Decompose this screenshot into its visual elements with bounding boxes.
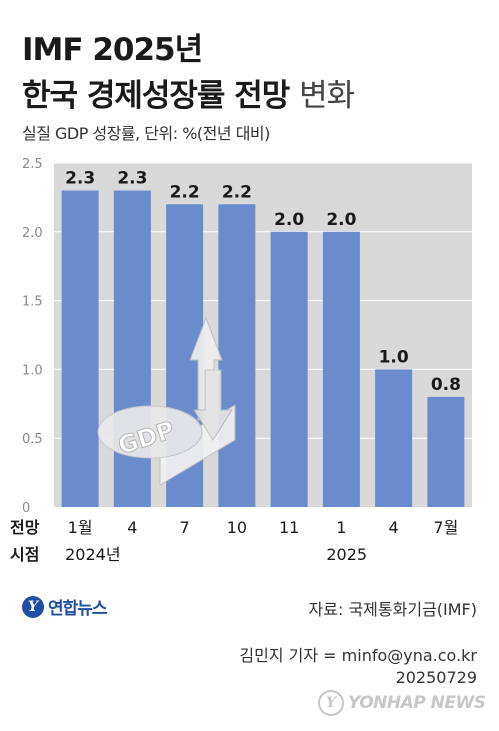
x-tick-label: 7 [180, 518, 190, 537]
bar-value-label: 2.3 [65, 169, 95, 189]
x-tick-label: 4 [127, 518, 137, 537]
year-label: 2025 [326, 545, 367, 564]
bar-value-label: 2.2 [222, 182, 252, 202]
bar [61, 190, 99, 507]
x-axis-title-line1: 전망 [10, 518, 40, 537]
date-line: 20250729 [395, 668, 477, 687]
watermark-text: YONHAP NEWS [348, 693, 486, 713]
bar-value-label: 2.3 [117, 169, 147, 189]
x-tick-label: 11 [279, 518, 299, 537]
x-tick-label: 4 [389, 518, 399, 537]
reporter-line: 김민지 기자 = minfo@yna.co.kr [239, 646, 477, 665]
bar [427, 396, 465, 507]
page-title-line2: 한국 경제성장률 전망 변화 [22, 70, 355, 115]
x-tick-label: 10 [227, 518, 247, 537]
bar [113, 190, 151, 507]
title-bold: 한국 경제성장률 전망 [22, 78, 290, 114]
watermark: Y YONHAP NEWS [318, 690, 486, 716]
bar-value-label: 2.2 [170, 182, 200, 202]
source-note: 자료: 국제통화기금(IMF) [308, 600, 477, 619]
yonhap-logo-icon: Y [22, 595, 44, 618]
x-tick-label: 1 [336, 518, 346, 537]
y-tick-label: 2.5 [22, 157, 43, 172]
reporter-credit: 김민지 기자 = minfo@yna.co.kr 20250729 [239, 645, 477, 689]
watermark-icon: Y [318, 690, 344, 716]
gdp-arrow-illustration [97, 316, 236, 486]
bar [322, 231, 360, 508]
y-tick-label: 2.0 [22, 226, 43, 241]
title-light: 변화 [299, 78, 355, 114]
yonhap-logo: Y 연합뉴스 [22, 594, 108, 619]
y-tick-label: 0.5 [22, 432, 43, 447]
chart-subtitle: 실질 GDP 성장률, 단위: %(전년 대비) [22, 124, 270, 143]
bar-value-label: 2.0 [274, 210, 304, 230]
y-tick-label: 1.0 [22, 363, 43, 378]
bar [375, 369, 413, 507]
year-label: 2024년 [65, 545, 120, 564]
y-tick-label: 0 [22, 501, 30, 516]
page-title: IMF 2025년 [22, 32, 203, 68]
logo-text: 연합뉴스 [48, 599, 108, 619]
x-axis-title-line2: 시점 [10, 545, 39, 564]
bar-value-label: 1.0 [379, 347, 409, 367]
x-tick-label: 1월 [68, 518, 93, 537]
bar-value-label: 0.8 [431, 375, 461, 395]
bar-value-label: 2.0 [326, 210, 356, 230]
y-tick-label: 1.5 [22, 295, 43, 310]
bar [218, 204, 256, 507]
x-tick-label: 7월 [433, 518, 458, 537]
bar-chart: 0 0.5 1.0 1.5 2.0 2.5 2.3 1월 2.3 4 2.2 7 2.2 10 2.0 11 2… [10, 157, 472, 564]
bar [270, 231, 308, 508]
